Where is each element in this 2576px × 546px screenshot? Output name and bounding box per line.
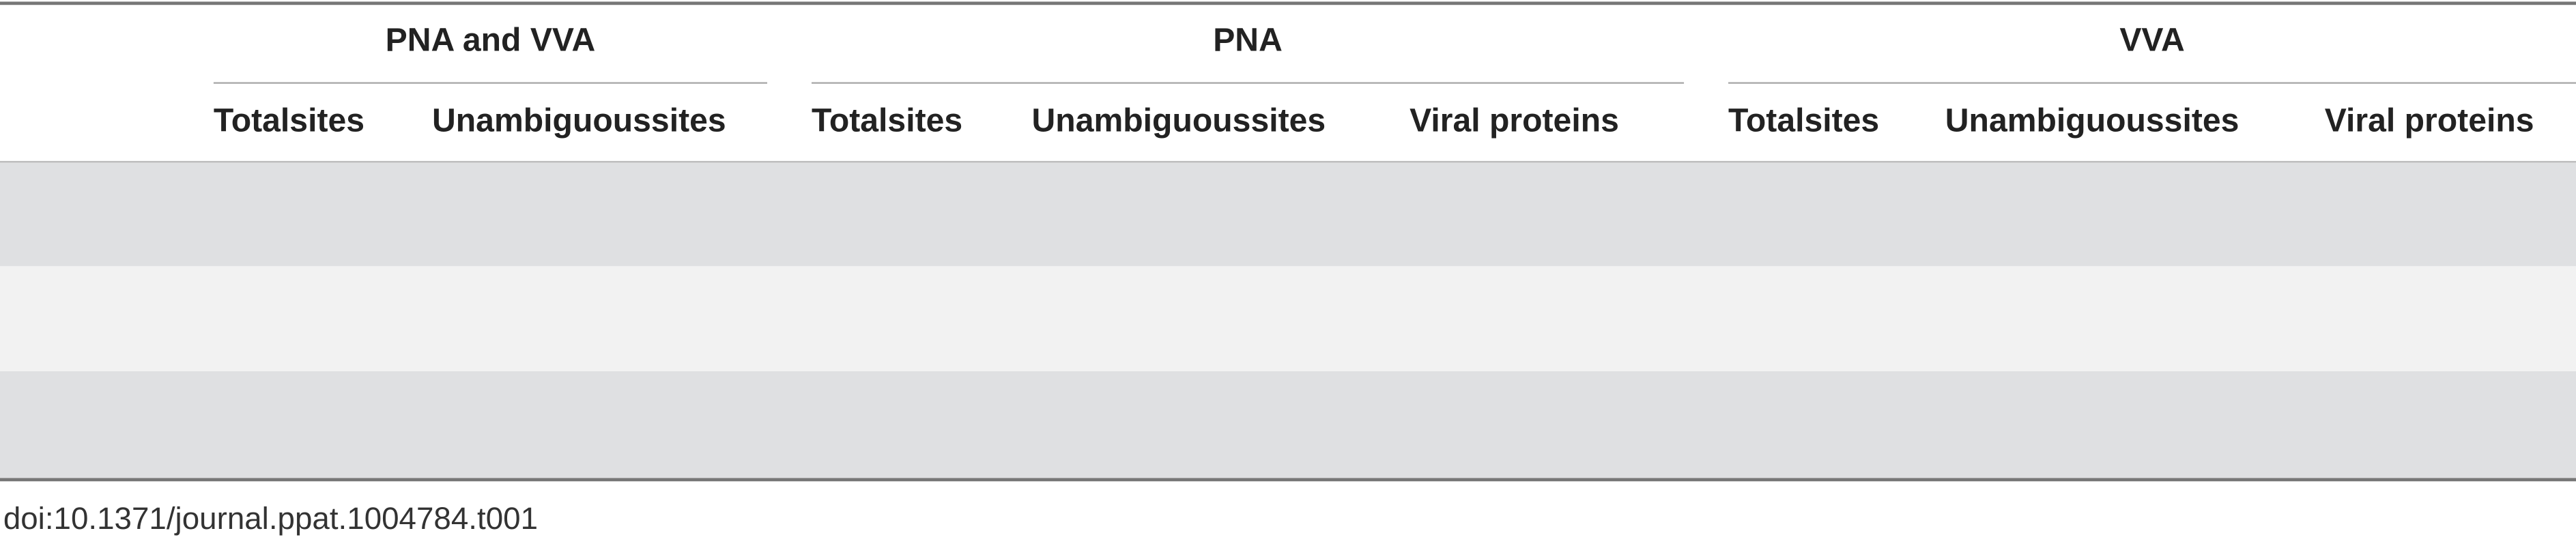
column-header: Unambiguoussites — [1945, 103, 2239, 140]
group-header: PNA and VVA — [385, 23, 596, 59]
row-background — [0, 265, 2576, 371]
footer: doi:10.1371/journal.ppat.1004784.t001 — [3, 502, 539, 538]
column-header: Viral proteins — [1409, 103, 1619, 140]
column-header: Viral proteins — [2324, 103, 2534, 140]
group-header: PNA — [1213, 23, 1283, 59]
column-header: Unambiguoussites — [1031, 103, 1326, 140]
group-rule — [1728, 82, 2576, 84]
top-rule — [0, 1, 2576, 5]
group-rule — [213, 82, 768, 84]
bottom-rule — [0, 478, 2576, 482]
column-header: Totalsites — [812, 103, 963, 140]
column-header: Totalsites — [1728, 103, 1880, 140]
group-header: VVA — [2119, 23, 2185, 59]
group-rule — [812, 82, 1685, 84]
row-background — [0, 162, 2576, 266]
column-header: Unambiguoussites — [432, 103, 726, 140]
row-background — [0, 371, 2576, 478]
column-header: Totalsites — [213, 103, 365, 140]
header-rule — [0, 160, 2576, 163]
